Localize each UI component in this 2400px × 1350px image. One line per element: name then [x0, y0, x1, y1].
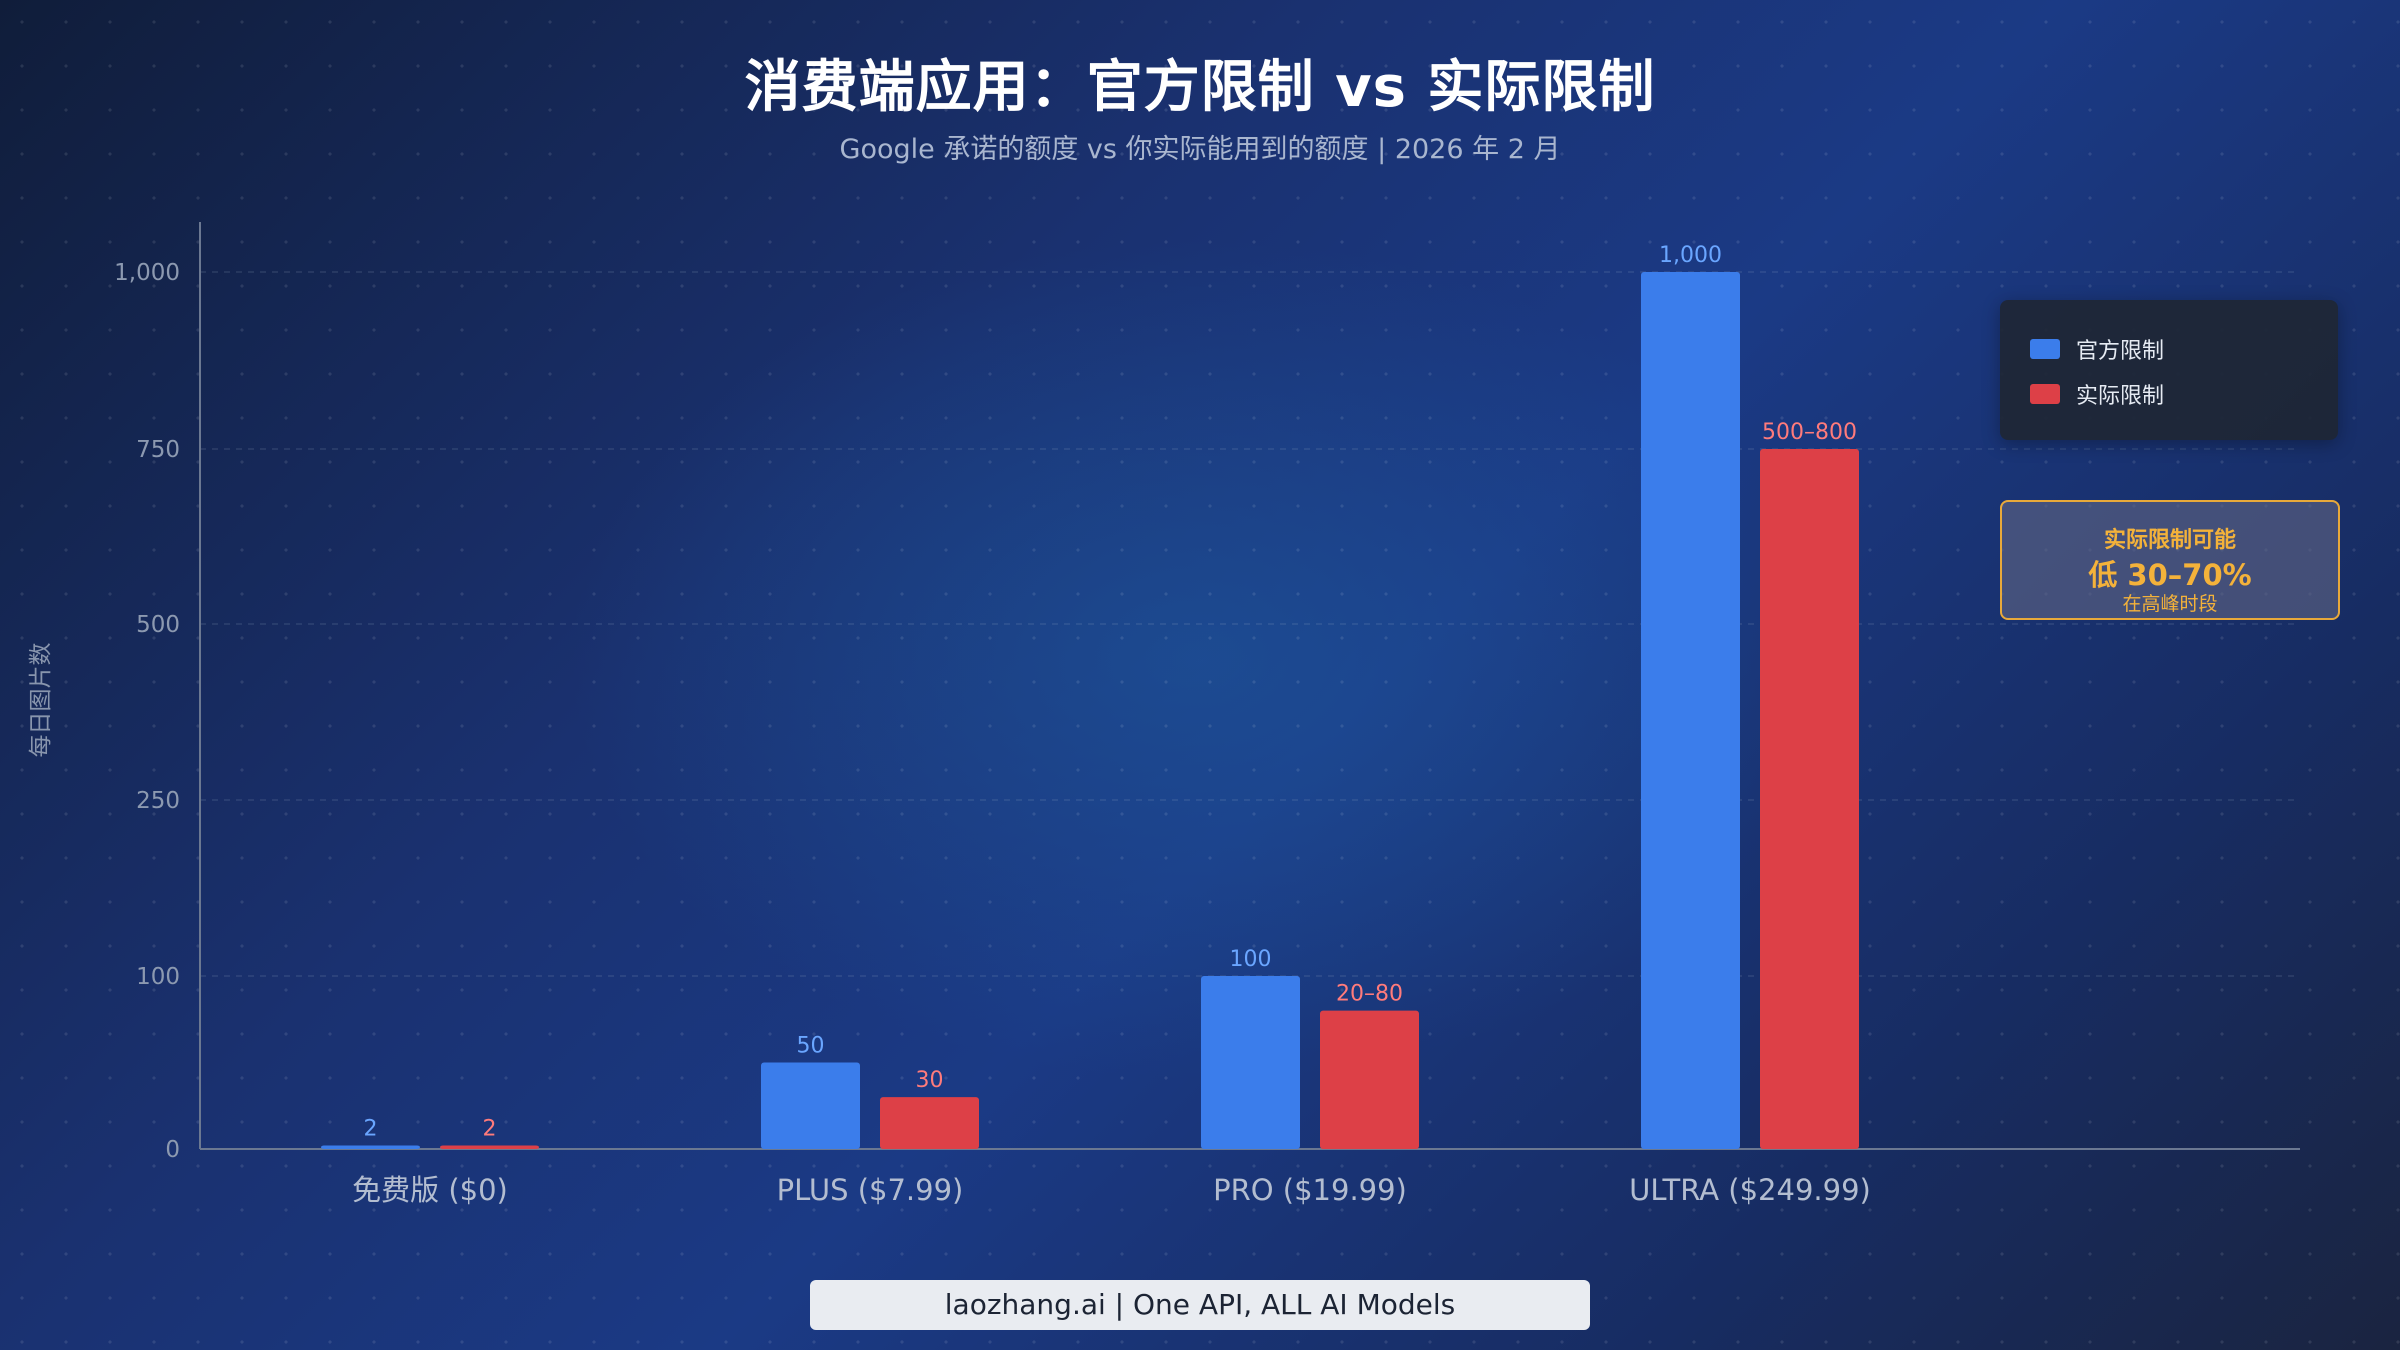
bar-actual [880, 1097, 979, 1149]
data-label: 50 [797, 1034, 825, 1059]
legend-item-official: 官方限制 [2030, 334, 2164, 364]
peak-note-box: 实际限制可能 低 30–70% 在高峰时段 [2000, 500, 2340, 620]
bar-actual [440, 1145, 539, 1149]
legend-label-official: 官方限制 [2076, 339, 2165, 364]
y-tick-label: 250 [136, 788, 180, 814]
bar-official [321, 1145, 420, 1149]
x-category-label: ULTRA ($249.99) [1629, 1173, 1871, 1207]
note-caption: 在高峰时段 [2122, 593, 2218, 615]
bar-official [761, 1062, 860, 1149]
bar-official [1641, 272, 1740, 1149]
y-tick-label: 1,000 [114, 260, 180, 286]
footer-banner: laozhang.ai | One API, ALL AI Models [810, 1280, 1590, 1330]
x-category-label: 免费版 ($0) [352, 1173, 508, 1207]
note-percentage: 低 30–70% [2088, 558, 2252, 592]
note-heading: 实际限制可能 [2103, 528, 2236, 553]
data-label: 2 [364, 1117, 378, 1142]
bar-actual [1760, 449, 1859, 1149]
legend-swatch-actual [2030, 384, 2060, 404]
y-tick-label: 100 [136, 964, 180, 990]
data-label: 2 [483, 1117, 497, 1142]
data-label: 1,000 [1659, 243, 1722, 268]
chart-subtitle: Google 承诺的额度 vs 你实际能用到的额度 | 2026 年 2 月 [839, 134, 1561, 165]
y-tick-label: 500 [136, 612, 180, 638]
data-label: 30 [916, 1068, 944, 1093]
x-category-label: PRO ($19.99) [1213, 1173, 1407, 1207]
data-label: 500–800 [1762, 420, 1857, 445]
legend-item-actual: 实际限制 [2030, 379, 2164, 409]
y-tick-label: 0 [165, 1137, 180, 1163]
data-label: 100 [1230, 947, 1272, 972]
y-tick-label: 750 [136, 437, 180, 463]
legend: 官方限制 实际限制 [2000, 300, 2338, 440]
bar-official [1201, 976, 1300, 1149]
legend-label-actual: 实际限制 [2076, 384, 2165, 409]
bar-actual [1320, 1010, 1419, 1149]
chart-title: 消费端应用：官方限制 vs 实际限制 [744, 55, 1656, 120]
x-category-label: PLUS ($7.99) [777, 1173, 964, 1207]
data-label: 20–80 [1336, 982, 1403, 1007]
y-axis-label: 每日图片数 [28, 643, 54, 758]
legend-swatch-official [2030, 339, 2060, 359]
